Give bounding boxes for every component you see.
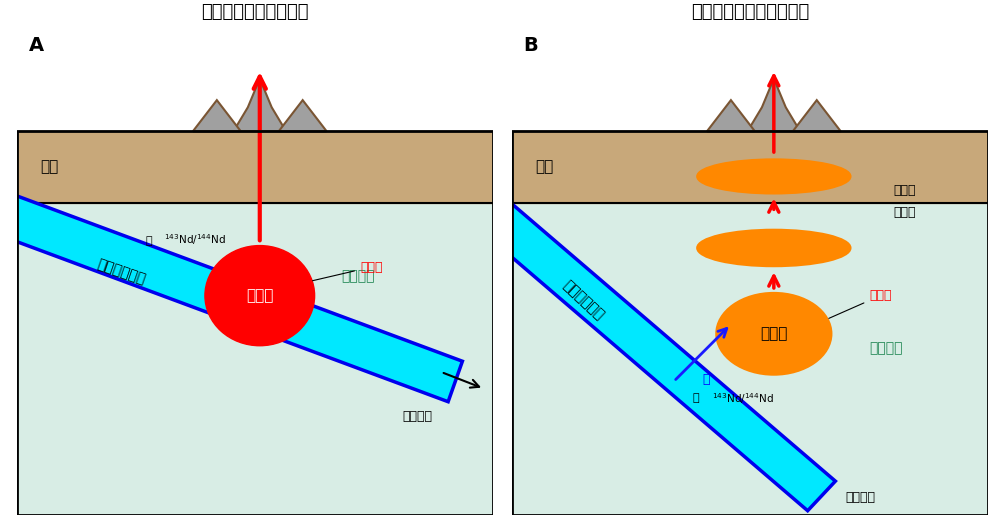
Text: B: B bbox=[523, 36, 538, 55]
Ellipse shape bbox=[698, 230, 850, 266]
Text: マントル: マントル bbox=[869, 341, 903, 355]
Bar bbox=[17, 131, 493, 203]
Bar bbox=[512, 0, 988, 131]
Text: 融ける: 融ける bbox=[760, 327, 788, 341]
Bar bbox=[512, 203, 988, 515]
Text: $^{143}$Nd/$^{144}$Nd: $^{143}$Nd/$^{144}$Nd bbox=[712, 391, 774, 406]
Bar bbox=[17, 203, 493, 515]
Bar bbox=[17, 0, 493, 131]
Polygon shape bbox=[793, 100, 841, 131]
Text: 通常のアダカイト火山: 通常のアダカイト火山 bbox=[201, 3, 309, 21]
Text: 地殻: 地殻 bbox=[40, 160, 59, 175]
Ellipse shape bbox=[205, 246, 315, 346]
Polygon shape bbox=[0, 190, 462, 402]
Text: マグマ: マグマ bbox=[893, 184, 916, 197]
Text: 高: 高 bbox=[145, 236, 152, 246]
Text: 融ける: 融ける bbox=[246, 288, 273, 303]
Text: 溜まり: 溜まり bbox=[893, 205, 916, 219]
Text: マグマ: マグマ bbox=[313, 261, 382, 281]
Bar bbox=[512, 131, 988, 515]
Text: 沈み込み: 沈み込み bbox=[845, 491, 875, 504]
Text: $^{143}$Nd/$^{144}$Nd: $^{143}$Nd/$^{144}$Nd bbox=[164, 232, 226, 247]
Text: 地殻: 地殻 bbox=[535, 160, 554, 175]
Polygon shape bbox=[193, 100, 241, 131]
Polygon shape bbox=[474, 195, 835, 511]
Polygon shape bbox=[193, 79, 327, 131]
Text: 海洋プレート: 海洋プレート bbox=[95, 257, 148, 287]
Bar bbox=[17, 131, 493, 515]
Polygon shape bbox=[707, 100, 755, 131]
Text: 沈み込み: 沈み込み bbox=[403, 410, 433, 423]
Text: A: A bbox=[28, 36, 44, 55]
Bar bbox=[512, 131, 988, 203]
Ellipse shape bbox=[717, 293, 831, 374]
Polygon shape bbox=[279, 100, 327, 131]
Ellipse shape bbox=[698, 160, 850, 193]
Text: 水: 水 bbox=[702, 372, 710, 386]
Text: マントル: マントル bbox=[341, 269, 374, 284]
Text: 海洋プレート: 海洋プレート bbox=[560, 278, 606, 323]
Text: ミャンマー（ポパ）火山: ミャンマー（ポパ）火山 bbox=[691, 3, 809, 21]
Polygon shape bbox=[707, 79, 841, 131]
Text: マグマ: マグマ bbox=[829, 289, 892, 318]
Text: 低: 低 bbox=[693, 393, 699, 403]
